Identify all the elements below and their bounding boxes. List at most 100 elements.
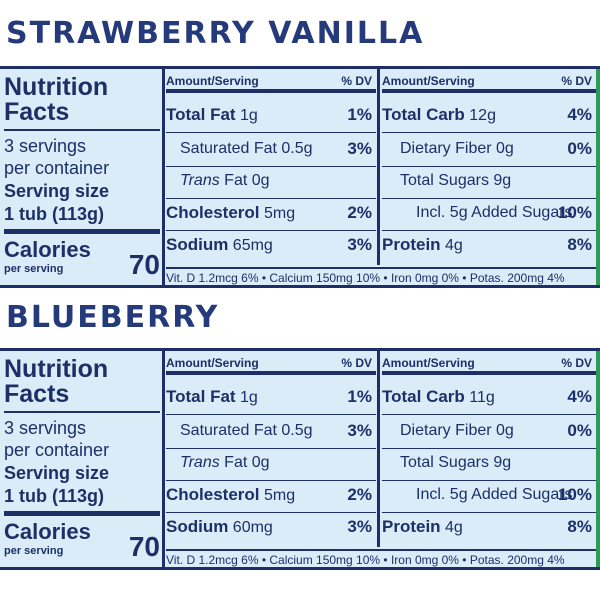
total-carb-label: Total Carb	[382, 105, 465, 124]
dv-header: % DV	[561, 356, 592, 370]
divider-thick	[4, 511, 160, 516]
servings-line2: per container	[4, 440, 110, 460]
nutrients-column-a: Amount/Serving % DV Total Fat 1g 1% Satu…	[166, 69, 376, 265]
total-fat-dv: 1%	[347, 105, 372, 124]
added-sugars-dv: 10%	[557, 485, 592, 504]
total-fat-label: Total Fat	[166, 387, 236, 406]
saturated-fat-dv: 3%	[347, 421, 372, 440]
column-divider	[162, 69, 165, 285]
serving-size-value: 1 tub (113g)	[4, 204, 105, 224]
nutrition-left-column: Nutrition Facts 3 servings per container…	[4, 351, 160, 567]
divider	[4, 129, 160, 131]
serving-size-label: Serving size	[4, 181, 110, 201]
trans-fat-row: Trans Fat 0g	[166, 165, 376, 199]
total-carb-dv: 4%	[567, 105, 592, 124]
trans-label: Trans	[180, 454, 220, 471]
calories-label: Calories	[4, 519, 91, 544]
total-fat-row: Total Fat 1g 1%	[166, 381, 376, 415]
total-carb-dv: 4%	[567, 387, 592, 406]
sodium-row: Sodium 65mg 3%	[166, 229, 376, 263]
cholesterol-amount: 5mg	[263, 205, 296, 222]
total-sugars-text: Total Sugars 9g	[400, 172, 512, 189]
saturated-fat-row: Saturated Fat 0.5g 3%	[166, 133, 376, 167]
dietary-fiber-dv: 0%	[567, 139, 592, 158]
nutrition-title-line1: Nutrition	[4, 73, 109, 101]
dietary-fiber-row: Dietary Fiber 0g 0%	[382, 415, 596, 449]
column-header: Amount/Serving % DV	[382, 351, 596, 375]
nutrition-facts-panel-strawberry-vanilla: Nutrition Facts 3 servings per container…	[0, 66, 600, 288]
saturated-fat-text: Saturated Fat 0.5g	[180, 422, 313, 439]
total-fat-amount: 1g	[240, 389, 258, 406]
total-fat-label: Total Fat	[166, 105, 236, 124]
amount-serving-header: Amount/Serving	[166, 74, 259, 88]
green-edge-decoration	[596, 351, 600, 567]
protein-row: Protein 4g 8%	[382, 229, 596, 263]
protein-row: Protein 4g 8%	[382, 511, 596, 545]
total-carb-amount: 12g	[469, 107, 496, 124]
cholesterol-label: Cholesterol	[166, 203, 260, 222]
sodium-amount: 65mg	[232, 237, 273, 254]
saturated-fat-text: Saturated Fat 0.5g	[180, 140, 313, 157]
servings-line1: 3 servings	[4, 418, 87, 438]
calories-value: 70	[128, 249, 160, 280]
vitamins-minerals-line: Vit. D 1.2mcg 6% • Calcium 150mg 10% • I…	[166, 267, 596, 287]
nutrients-column-a: Amount/Serving % DV Total Fat 1g 1% Satu…	[166, 351, 376, 547]
nutrition-facts-panel-blueberry: Nutrition Facts 3 servings per container…	[0, 348, 600, 570]
sodium-amount: 60mg	[232, 519, 273, 536]
column-header: Amount/Serving % DV	[382, 69, 596, 93]
trans-fat-text: Fat 0g	[224, 454, 270, 471]
divider	[4, 411, 160, 413]
sodium-dv: 3%	[347, 235, 372, 254]
amount-serving-header: Amount/Serving	[382, 356, 475, 370]
cholesterol-amount: 5mg	[263, 487, 296, 504]
vitamins-minerals-line: Vit. D 1.2mcg 6% • Calcium 150mg 10% • I…	[166, 549, 596, 569]
protein-dv: 8%	[567, 235, 592, 254]
nutrition-title-line1: Nutrition	[4, 355, 109, 383]
dv-header: % DV	[561, 74, 592, 88]
cholesterol-row: Cholesterol 5mg 2%	[166, 479, 376, 513]
dietary-fiber-text: Dietary Fiber 0g	[400, 140, 514, 157]
amount-serving-header: Amount/Serving	[166, 356, 259, 370]
protein-label: Protein	[382, 235, 441, 254]
flavor-title-blueberry: BLUEBERRY	[6, 300, 220, 335]
nutrition-left-column: Nutrition Facts 3 servings per container…	[4, 69, 160, 285]
total-fat-dv: 1%	[347, 387, 372, 406]
protein-amount: 4g	[445, 237, 463, 254]
dv-header: % DV	[341, 356, 372, 370]
saturated-fat-dv: 3%	[347, 139, 372, 158]
calories-label: Calories	[4, 237, 91, 262]
total-fat-amount: 1g	[240, 107, 258, 124]
total-carb-row: Total Carb 12g 4%	[382, 99, 596, 133]
added-sugars-text: Incl. 5g Added Sugars	[416, 486, 573, 503]
dietary-fiber-row: Dietary Fiber 0g 0%	[382, 133, 596, 167]
total-carb-row: Total Carb 11g 4%	[382, 381, 596, 415]
nutrients-column-b: Amount/Serving % DV Total Carb 12g 4% Di…	[382, 69, 596, 265]
sodium-dv: 3%	[347, 517, 372, 536]
nutrition-title-line2: Facts	[4, 98, 70, 126]
total-carb-amount: 11g	[469, 389, 495, 406]
divider-thick	[4, 229, 160, 234]
flavor-title-strawberry-vanilla: STRAWBERRY VANILLA	[6, 16, 425, 51]
trans-fat-text: Fat 0g	[224, 172, 270, 189]
nutrition-title-line2: Facts	[4, 380, 70, 408]
cholesterol-label: Cholesterol	[166, 485, 260, 504]
total-sugars-row: Total Sugars 9g	[382, 165, 596, 199]
total-fat-row: Total Fat 1g 1%	[166, 99, 376, 133]
column-divider	[377, 69, 380, 265]
sodium-row: Sodium 60mg 3%	[166, 511, 376, 545]
trans-label: Trans	[180, 172, 220, 189]
servings-line2: per container	[4, 158, 110, 178]
green-edge-decoration	[596, 69, 600, 285]
saturated-fat-row: Saturated Fat 0.5g 3%	[166, 415, 376, 449]
trans-fat-row: Trans Fat 0g	[166, 447, 376, 481]
cholesterol-dv: 2%	[347, 203, 372, 222]
nutrients-column-b: Amount/Serving % DV Total Carb 11g 4% Di…	[382, 351, 596, 547]
protein-label: Protein	[382, 517, 441, 536]
protein-dv: 8%	[567, 517, 592, 536]
amount-serving-header: Amount/Serving	[382, 74, 475, 88]
serving-size-label: Serving size	[4, 463, 110, 483]
column-divider	[377, 351, 380, 547]
cholesterol-row: Cholesterol 5mg 2%	[166, 197, 376, 231]
serving-size-value: 1 tub (113g)	[4, 486, 105, 506]
dietary-fiber-dv: 0%	[567, 421, 592, 440]
